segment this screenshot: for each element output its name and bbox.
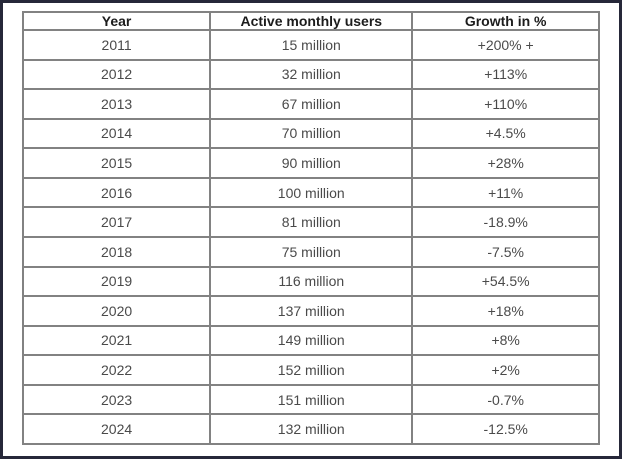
cell-users: 15 million [209, 29, 414, 61]
cell-users: 90 million [209, 147, 414, 179]
cell-year: 2011 [21, 29, 212, 61]
cell-year: 2022 [21, 354, 212, 386]
cell-growth: +110% [411, 88, 600, 120]
cell-year: 2020 [21, 295, 212, 327]
cell-users: 132 million [209, 413, 414, 445]
cell-growth: +2% [411, 354, 600, 386]
cell-growth: +18% [411, 295, 600, 327]
cell-users: 67 million [209, 88, 414, 120]
table-row: 2013 67 million +110% [21, 88, 600, 120]
cell-growth: -7.5% [411, 235, 600, 268]
header-row: Year Active monthly users Growth in % [21, 11, 600, 31]
cell-users: 151 million [209, 383, 414, 416]
table-body: 2011 15 million +200% +2012 32 million +113%… [21, 29, 600, 445]
table-row: 2012 32 million +113% [21, 58, 600, 91]
column-header-users: Active monthly users [209, 11, 414, 31]
cell-year: 2013 [21, 88, 212, 120]
cell-year: 2015 [21, 147, 212, 179]
cell-growth: +11% [411, 176, 600, 209]
cell-year: 2023 [21, 383, 212, 416]
cell-users: 81 million [209, 206, 414, 238]
cell-growth: +113% [411, 58, 600, 91]
cell-users: 149 million [209, 324, 414, 357]
table-row: 2011 15 million +200% + [21, 29, 600, 61]
table-row: 2024 132 million -12.5% [21, 413, 600, 445]
cell-year: 2021 [21, 324, 212, 357]
cell-year: 2016 [21, 176, 212, 209]
cell-year: 2024 [21, 413, 212, 445]
table-row: 2023 151 million -0.7% [21, 383, 600, 416]
cell-users: 116 million [209, 265, 414, 298]
cell-growth: +200% + [411, 29, 600, 61]
column-header-year: Year [21, 11, 212, 31]
stats-table: Year Active monthly users Growth in % 20… [21, 11, 600, 445]
cell-year: 2014 [21, 117, 212, 150]
column-header-growth: Growth in % [411, 11, 600, 31]
cell-users: 75 million [209, 235, 414, 268]
table-row: 2017 81 million -18.9% [21, 206, 600, 238]
table-row: 2014 70 million +4.5% [21, 117, 600, 150]
cell-year: 2019 [21, 265, 212, 298]
cell-year: 2018 [21, 235, 212, 268]
cell-growth: -18.9% [411, 206, 600, 238]
cell-growth: +54.5% [411, 265, 600, 298]
cell-year: 2017 [21, 206, 212, 238]
table-row: 2022 152 million +2% [21, 354, 600, 386]
cell-growth: +28% [411, 147, 600, 179]
cell-users: 32 million [209, 58, 414, 91]
table-row: 2016 100 million +11% [21, 176, 600, 209]
table-row: 2019 116 million +54.5% [21, 265, 600, 298]
cell-growth: -12.5% [411, 413, 600, 445]
cell-year: 2012 [21, 58, 212, 91]
cell-users: 100 million [209, 176, 414, 209]
cell-users: 152 million [209, 354, 414, 386]
cell-growth: +8% [411, 324, 600, 357]
table-row: 2020 137 million +18% [21, 295, 600, 327]
cell-users: 137 million [209, 295, 414, 327]
table-row: 2018 75 million -7.5% [21, 235, 600, 268]
table-row: 2015 90 million +28% [21, 147, 600, 179]
table-row: 2021 149 million +8% [21, 324, 600, 357]
cell-growth: +4.5% [411, 117, 600, 150]
cell-growth: -0.7% [411, 383, 600, 416]
cell-users: 70 million [209, 117, 414, 150]
